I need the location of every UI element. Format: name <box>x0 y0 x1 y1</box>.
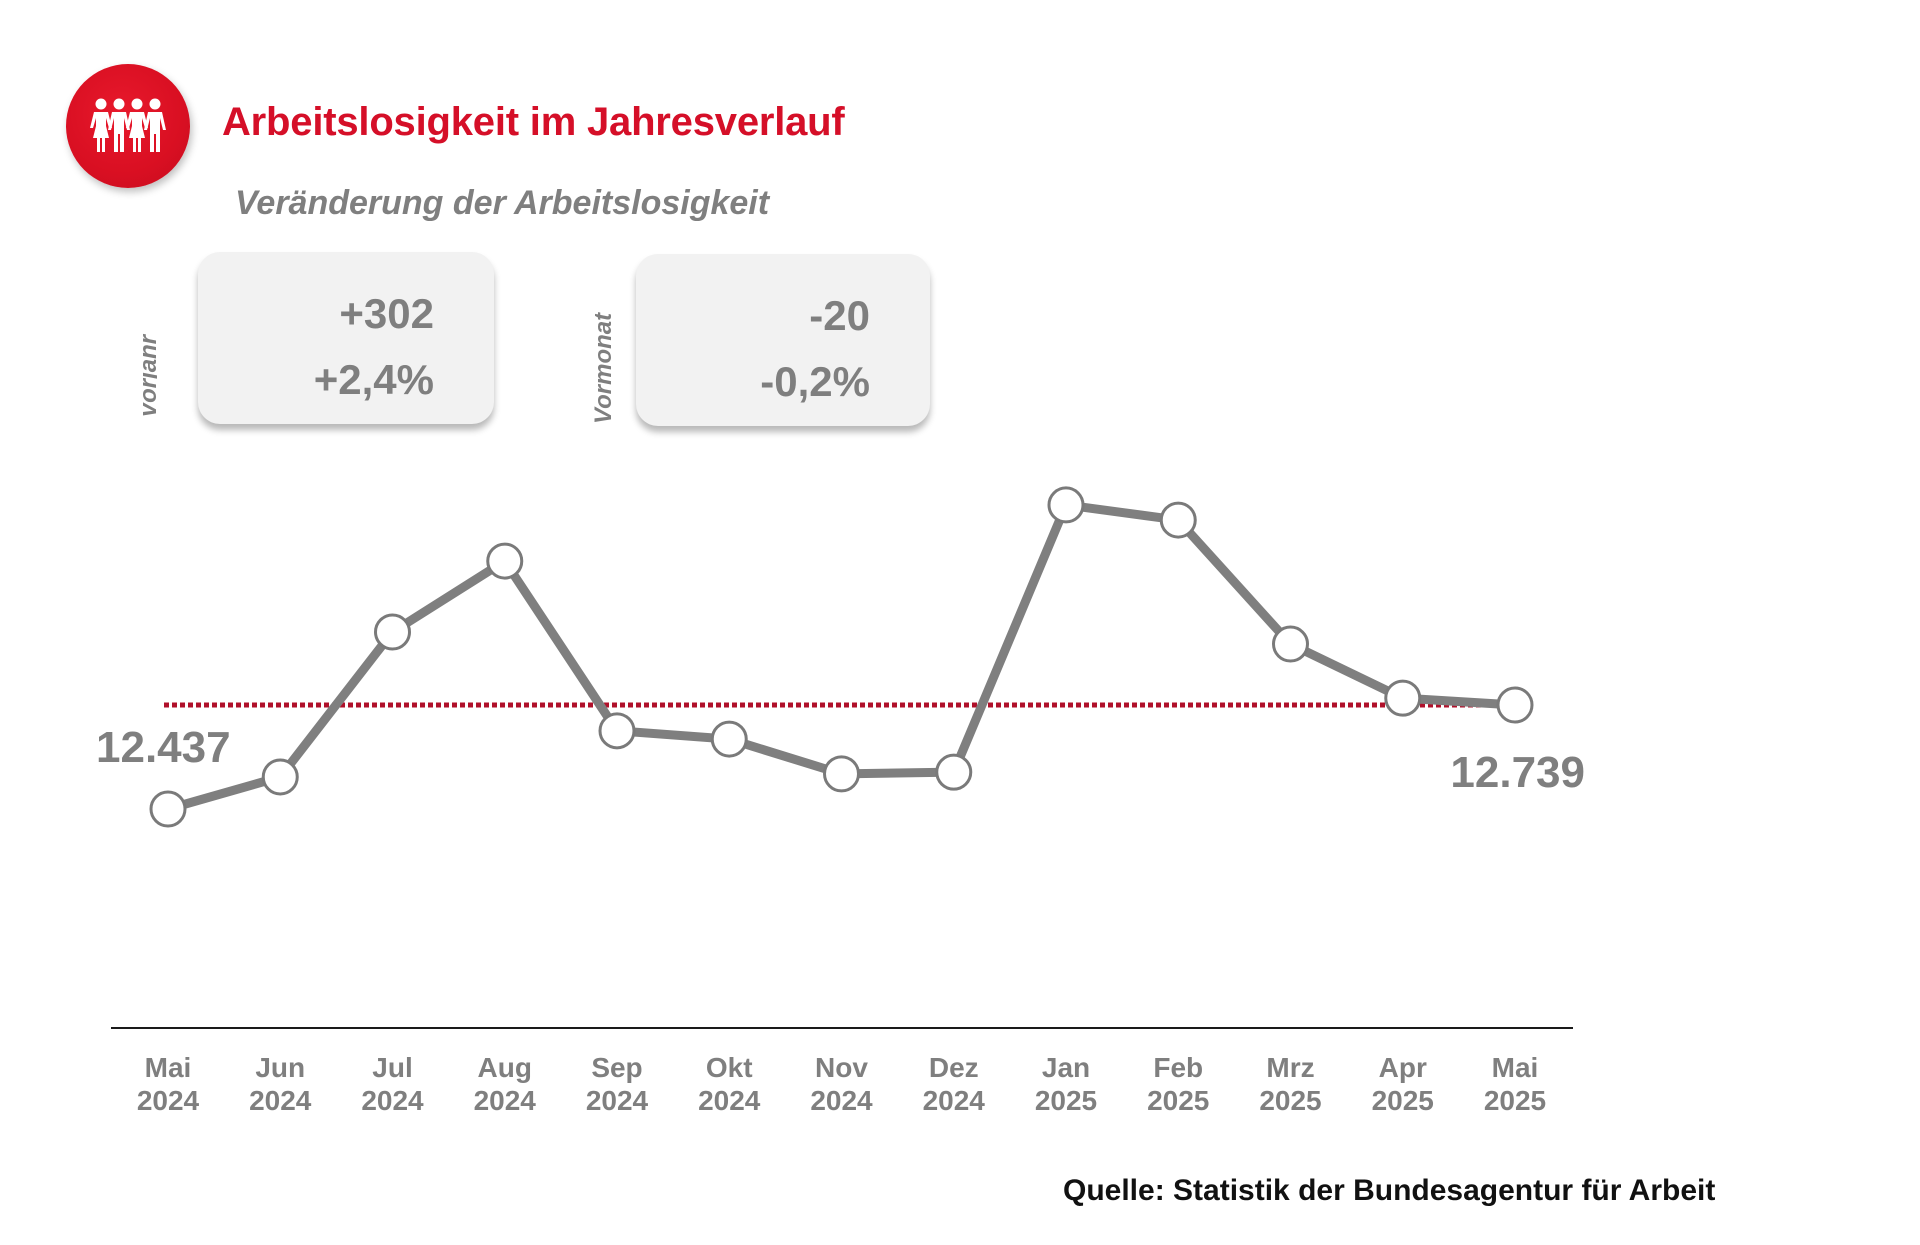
x-tick-month: Aug <box>478 1052 532 1083</box>
x-tick-year: 2025 <box>1035 1085 1097 1116</box>
series-segment <box>1061 500 1183 525</box>
chart-title: Arbeitslosigkeit im Jahresverlauf <box>222 100 845 144</box>
vorjahr-stat-box: +302 +2,4% <box>198 252 494 424</box>
series-segment <box>275 627 397 782</box>
vormonat-stat-box: -20 -0,2% <box>636 254 930 426</box>
data-label: 12.437 <box>96 723 231 772</box>
x-tick-year: 2024 <box>810 1085 873 1116</box>
x-tick-month: Sep <box>591 1052 642 1083</box>
series-segment <box>612 726 734 744</box>
vormonat-absolute-change: -20 <box>809 292 870 339</box>
data-point <box>486 542 524 580</box>
x-tick-labels: Mai2024Jun2024Jul2024Aug2024Sep2024Okt20… <box>137 1052 1546 1116</box>
series-layer <box>163 500 1520 814</box>
x-tick-month: Mrz <box>1266 1052 1314 1083</box>
series-segment <box>388 556 510 637</box>
series-segment <box>837 767 959 779</box>
x-tick-month: Nov <box>815 1052 868 1083</box>
data-point <box>823 755 860 793</box>
data-point <box>935 753 973 791</box>
x-tick-month: Apr <box>1379 1052 1427 1083</box>
series-segment <box>1398 693 1520 710</box>
x-tick-year: 2024 <box>474 1085 537 1116</box>
data-point <box>710 720 748 758</box>
source-note: Quelle: Statistik der Bundesagentur für … <box>1063 1174 1716 1207</box>
series-segment <box>1286 639 1408 703</box>
x-tick-year: 2025 <box>1147 1085 1209 1116</box>
series-segment <box>163 772 285 814</box>
x-tick-month: Jul <box>372 1052 412 1083</box>
data-point <box>1159 501 1197 539</box>
x-tick-month: Mai <box>1492 1052 1539 1083</box>
data-labels-layer: 12.437 12.739 <box>96 723 1585 797</box>
x-tick-year: 2024 <box>137 1085 200 1116</box>
data-label: 12.739 <box>1450 748 1585 797</box>
people-group-icon <box>90 98 166 152</box>
chart-subtitle: Veränderung der Arbeitslosigkeit <box>235 184 770 222</box>
series-segment <box>1173 515 1295 649</box>
data-point <box>1047 486 1085 524</box>
data-point <box>1272 625 1309 663</box>
x-tick-month: Dez <box>929 1052 979 1083</box>
x-tick-year: 2025 <box>1372 1085 1434 1116</box>
vorjahr-percent-change: +2,4% <box>313 356 434 403</box>
data-point <box>261 758 299 796</box>
logo-badge <box>66 64 190 188</box>
data-point <box>1496 686 1534 724</box>
points-layer <box>149 486 1534 828</box>
x-tick-year: 2024 <box>698 1085 761 1116</box>
x-tick-year: 2025 <box>1484 1085 1546 1116</box>
x-tick-year: 2024 <box>249 1085 312 1116</box>
data-point <box>1384 679 1422 717</box>
x-tick-year: 2024 <box>586 1085 649 1116</box>
x-tick-month: Jun <box>255 1052 305 1083</box>
x-tick-month: Mai <box>145 1052 192 1083</box>
series-segment <box>500 556 622 736</box>
x-tick-month: Okt <box>706 1052 753 1083</box>
vorjahr-absolute-change: +302 <box>339 290 434 337</box>
series-segment <box>724 734 846 779</box>
x-tick-month: Feb <box>1153 1052 1203 1083</box>
data-point <box>374 613 411 651</box>
x-tick-year: 2024 <box>923 1085 986 1116</box>
series-segment <box>949 500 1071 777</box>
x-tick-year: 2025 <box>1259 1085 1321 1116</box>
data-point <box>598 712 636 750</box>
vormonat-percent-change: -0,2% <box>760 358 870 405</box>
x-tick-month: Jan <box>1042 1052 1090 1083</box>
x-tick-year: 2024 <box>361 1085 424 1116</box>
data-point <box>149 790 187 828</box>
